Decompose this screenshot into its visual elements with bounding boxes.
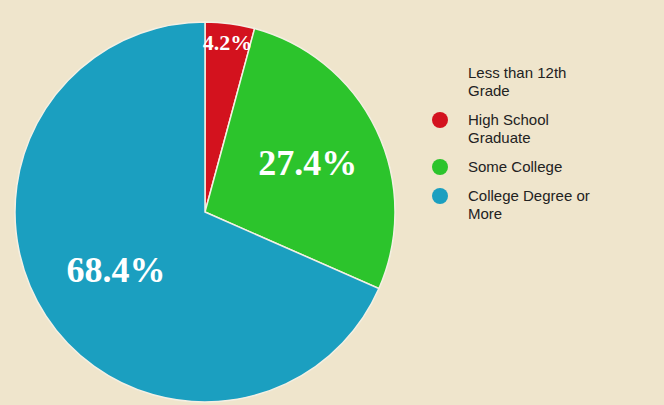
legend-marker: [432, 159, 448, 175]
legend: Less than 12th Grade High School Graduate…: [432, 64, 612, 234]
pie-slice: [15, 22, 379, 402]
legend-marker: [432, 112, 448, 128]
legend-item: Less than 12th Grade: [432, 64, 612, 100]
legend-item: College Degree or More: [432, 187, 612, 223]
legend-marker: [432, 65, 448, 81]
legend-label: Less than 12th Grade: [468, 64, 593, 100]
data-label: 68.4%: [66, 250, 165, 290]
pie: [15, 22, 395, 402]
legend-label: Some College: [468, 158, 593, 176]
data-label: 27.4%: [258, 143, 357, 183]
legend-marker: [432, 188, 448, 204]
legend-item: High School Graduate: [432, 111, 612, 147]
legend-label: College Degree or More: [468, 187, 593, 223]
legend-item: Some College: [432, 158, 612, 176]
data-labels: 4.2% 27.4% 68.4%: [66, 30, 357, 290]
legend-label: High School Graduate: [468, 111, 593, 147]
data-label: 4.2%: [203, 30, 253, 55]
